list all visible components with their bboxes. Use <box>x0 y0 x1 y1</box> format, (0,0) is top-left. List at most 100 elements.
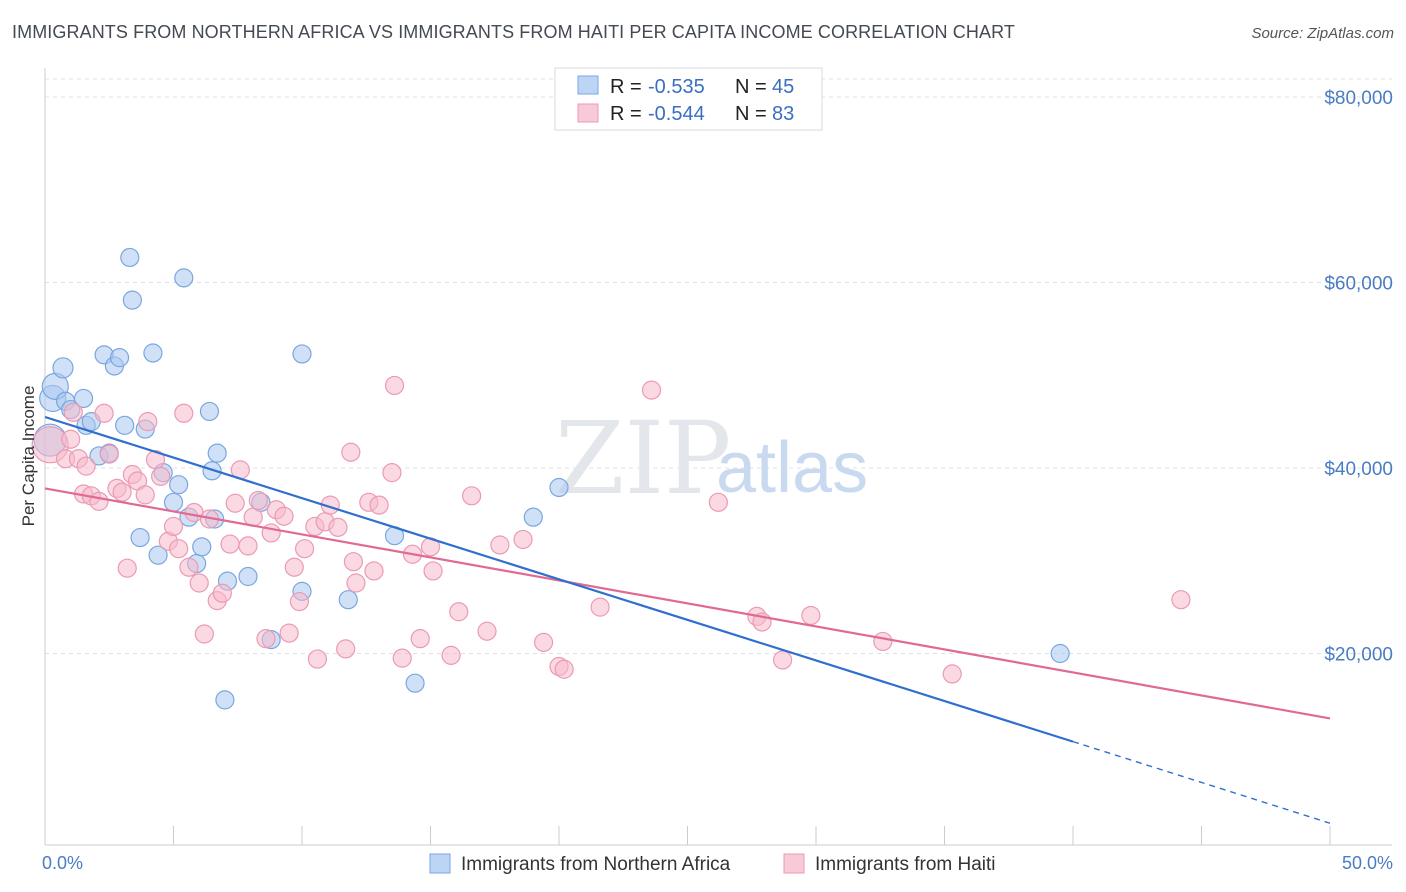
x-tick-labels: 0.0% 50.0% <box>42 853 1393 873</box>
x-tick-label: 50.0% <box>1342 853 1393 873</box>
data-point <box>138 412 158 432</box>
data-point <box>52 357 74 379</box>
data-point <box>215 690 235 710</box>
data-point <box>523 507 543 527</box>
data-point <box>279 623 299 643</box>
data-point <box>248 490 268 511</box>
data-point <box>801 605 821 626</box>
legend-r-value: -0.544 <box>648 103 705 125</box>
data-point <box>194 624 214 644</box>
data-point <box>135 485 155 505</box>
data-point <box>477 621 497 641</box>
data-point <box>117 558 137 578</box>
data-point <box>89 491 109 511</box>
data-point <box>225 493 245 513</box>
data-point <box>289 591 310 612</box>
data-point <box>220 534 240 554</box>
legend-n-label: N = <box>735 103 767 125</box>
data-point <box>513 529 533 550</box>
legend-swatch-pink <box>577 103 599 123</box>
data-point <box>256 629 276 649</box>
data-point <box>341 442 361 462</box>
legend-swatch-blue <box>577 75 599 95</box>
data-point <box>130 527 150 548</box>
data-point <box>274 506 294 526</box>
data-point <box>423 561 443 581</box>
data-point <box>336 639 356 659</box>
data-point <box>328 517 348 537</box>
data-point <box>63 402 83 422</box>
data-point <box>163 516 184 537</box>
chart-title: IMMIGRANTS FROM NORTHERN AFRICA VS IMMIG… <box>12 22 1015 42</box>
data-point <box>212 583 232 603</box>
data-point <box>641 380 662 400</box>
data-point <box>382 463 402 483</box>
data-point <box>112 482 132 502</box>
data-point <box>169 539 189 559</box>
data-point <box>441 645 461 665</box>
data-point <box>307 649 328 669</box>
data-point <box>294 539 315 559</box>
data-point <box>238 536 258 556</box>
data-point <box>174 403 194 423</box>
source-credit: Source: ZipAtlas.com <box>1251 25 1394 42</box>
data-point <box>207 443 227 463</box>
data-point <box>364 561 384 581</box>
data-point <box>99 444 119 464</box>
legend-n-value: 45 <box>772 76 794 98</box>
data-point <box>873 631 893 652</box>
data-point <box>151 466 171 486</box>
bottom-legend-label-haiti: Immigrants from Haiti <box>815 854 996 875</box>
data-point <box>61 429 81 449</box>
data-point <box>120 247 140 268</box>
trend-lines <box>44 415 1331 824</box>
bottom-legend-swatch-blue <box>429 853 451 874</box>
data-point <box>163 492 184 512</box>
data-point <box>261 523 281 543</box>
data-point <box>292 344 312 364</box>
data-point <box>94 403 114 423</box>
watermark-atlas: atlas <box>716 428 868 508</box>
data-point <box>346 573 366 593</box>
legend-r-value: -0.535 <box>648 76 705 98</box>
data-point <box>590 597 610 617</box>
x-tick-label: 0.0% <box>42 853 83 873</box>
data-point <box>384 375 405 396</box>
data-point <box>490 535 510 555</box>
legend: R = -0.535 N = 45 R = -0.544 N = 83 <box>554 67 823 131</box>
y-tick-label: $60,000 <box>1324 274 1393 295</box>
data-point <box>189 573 209 593</box>
watermark-zip: ZIP <box>555 400 731 517</box>
bottom-legend: Immigrants from Northern Africa Immigran… <box>429 853 996 875</box>
y-tick-label: $40,000 <box>1324 459 1393 480</box>
data-point <box>122 290 142 310</box>
data-point <box>343 552 363 572</box>
legend-n-value: 83 <box>772 103 794 125</box>
y-axis-label: Per Capita Income <box>19 386 38 527</box>
data-point <box>148 545 168 565</box>
data-point <box>199 401 220 422</box>
legend-r-label: R = <box>610 103 642 125</box>
data-point <box>115 415 135 435</box>
data-point <box>1050 643 1070 664</box>
data-point <box>76 456 96 476</box>
data-point <box>174 268 194 288</box>
legend-n-label: N = <box>735 76 767 98</box>
data-point <box>405 673 425 693</box>
data-point <box>772 650 793 670</box>
data-point <box>192 537 212 557</box>
data-point <box>169 475 189 495</box>
data-point <box>462 486 482 506</box>
data-point <box>179 557 199 577</box>
data-point <box>392 648 412 668</box>
data-point <box>554 659 574 679</box>
data-point <box>338 590 358 610</box>
data-point <box>73 388 94 409</box>
bottom-legend-label-northern-africa: Immigrants from Northern Africa <box>461 854 731 875</box>
data-point <box>109 348 130 368</box>
data-point <box>533 632 554 652</box>
trend-line-haiti <box>44 487 1331 720</box>
bottom-legend-swatch-pink <box>783 853 805 874</box>
y-tick-label: $20,000 <box>1324 645 1393 666</box>
